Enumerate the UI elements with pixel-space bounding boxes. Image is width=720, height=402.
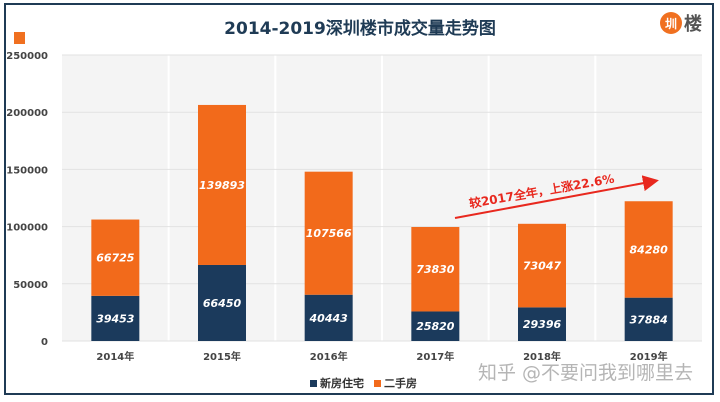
bar-second-hand [411,227,460,312]
bar-new-home [624,297,673,341]
legend-item-new: 新房住宅 [310,375,364,391]
legend-label: 二手房 [384,377,417,390]
y-tick-label: 100000 [6,223,48,234]
data-label: 39453 [96,312,135,325]
data-label: 73047 [523,260,562,273]
bar-new-home [304,294,353,341]
brand-small-icon [14,32,25,44]
bar-new-home [198,264,246,341]
bar-second-hand [518,223,566,308]
y-tick-label: 50000 [13,280,48,291]
bar-second-hand [304,171,353,295]
x-tick-label: 2019年 [630,350,668,363]
zhihu-watermark: 知乎 @不要问我到哪里去 [478,362,694,384]
data-label: 139893 [199,179,245,192]
bar-second-hand [198,104,246,265]
chart-frame [4,3,714,395]
legend-label: 新房住宅 [320,377,364,390]
legend-item-second: 二手房 [374,375,417,391]
data-label: 25820 [416,320,455,333]
legend-swatch [310,380,317,387]
legend: 新房住宅 二手房 [310,375,417,391]
data-label: 84280 [630,243,669,256]
data-label: 73830 [416,263,455,276]
x-tick-label: 2015年 [203,350,241,363]
brand-logo: 圳楼 [660,10,702,36]
chart-title: 2014-2019深圳楼市成交量走势图 [224,19,496,39]
legend-swatch [374,380,381,387]
logo-char: 楼 [684,14,702,35]
x-tick-label: 2018年 [523,350,561,363]
logo-circle: 圳 [660,12,682,34]
data-label: 66450 [203,297,242,310]
y-tick-label: 250000 [6,51,48,62]
bar-new-home [411,311,460,341]
bar-new-home [91,295,140,341]
bar-second-hand [91,219,140,296]
x-tick-label: 2017年 [416,350,454,363]
bar-new-home [518,307,566,341]
data-label: 66725 [96,252,135,265]
bar-second-hand [624,201,673,298]
trend-arrow [454,175,659,219]
x-tick-label: 2014年 [96,350,134,363]
data-label: 29396 [523,318,562,331]
y-tick-label: 150000 [6,165,48,176]
data-label: 107566 [306,227,352,240]
data-label: 37884 [630,313,668,326]
y-tick-label: 200000 [6,108,48,119]
y-tick-label: 0 [41,337,48,348]
x-tick-label: 2016年 [310,350,348,363]
data-label: 40443 [309,312,349,325]
